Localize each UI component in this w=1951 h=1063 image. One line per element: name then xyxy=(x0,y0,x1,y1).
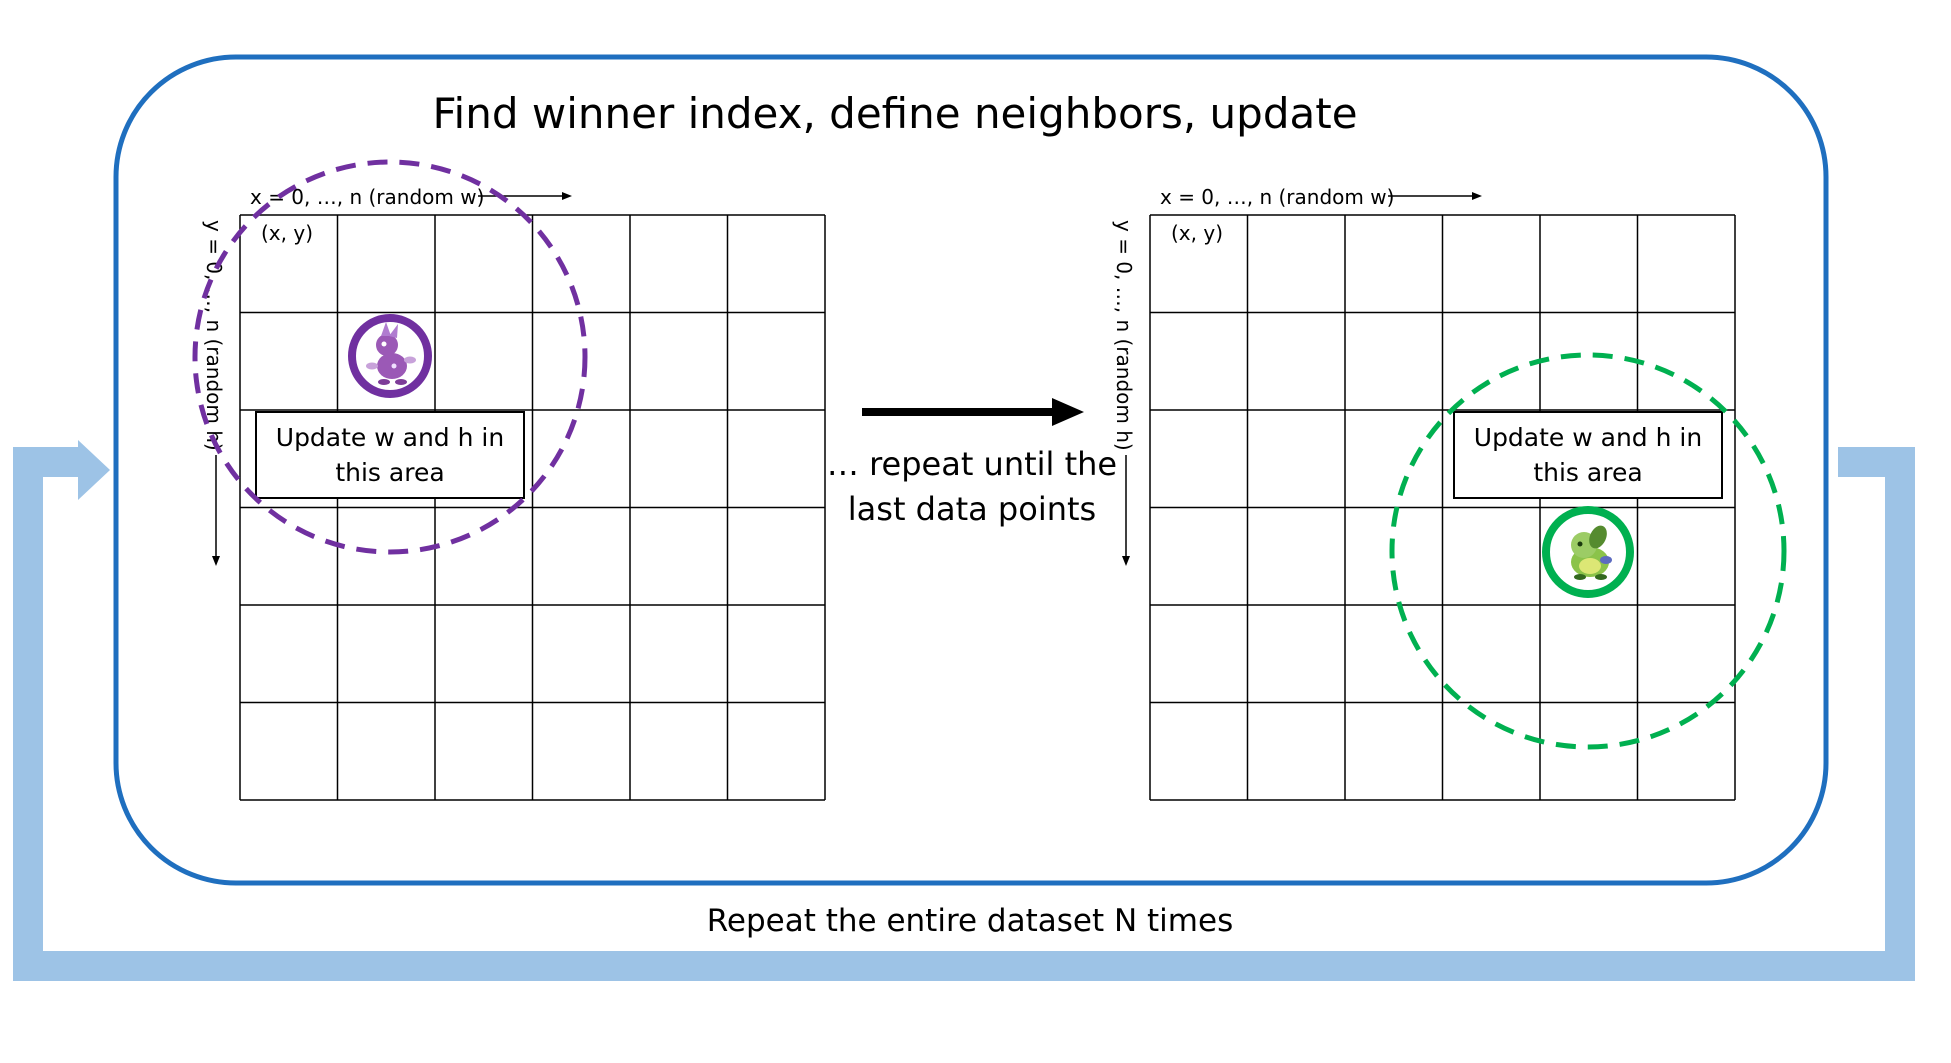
loop-arrow-head xyxy=(78,440,110,500)
grid-left-lines xyxy=(239,214,826,801)
green-pokemon-icon xyxy=(1542,506,1634,598)
grid-right-x-label: x = 0, …, n (random w) xyxy=(1160,185,1394,209)
loop-caption: Repeat the entire dataset N times xyxy=(707,903,1233,939)
grid-left: x = 0, …, n (random w) y = 0, …, n (rand… xyxy=(192,159,826,801)
step-caption-line-1: … repeat until the xyxy=(827,445,1117,483)
grid-left-update-box xyxy=(255,411,525,499)
grid-right-neighborhood-circle xyxy=(1389,352,1787,750)
purple-pokemon-icon xyxy=(348,314,432,398)
grid-right-update-line-1: Update w and h in xyxy=(1474,423,1702,452)
grid-right-x-arrow xyxy=(1388,192,1482,200)
grid-left-update-line-2: this area xyxy=(335,458,444,487)
grid-left-update-line-1: Update w and h in xyxy=(276,423,504,452)
grid-left-x-arrow xyxy=(478,192,572,200)
diagram-title: Find winner index, define neighbors, upd… xyxy=(432,89,1357,138)
grid-right-y-arrow xyxy=(1122,455,1130,566)
grid-left-neighborhood-circle xyxy=(192,159,588,555)
grid-right: x = 0, …, n (random w) y = 0, …, n (rand… xyxy=(1112,185,1787,801)
grid-right-update-box xyxy=(1453,411,1723,499)
step-caption-line-2: last data points xyxy=(848,490,1096,528)
grid-right-y-label: y = 0, …, n (random h) xyxy=(1112,220,1136,451)
process-frame xyxy=(113,54,1829,886)
grid-left-corner-label: (x, y) xyxy=(261,221,313,245)
grid-left-x-label: x = 0, …, n (random w) xyxy=(250,185,484,209)
grid-right-lines xyxy=(1149,214,1736,801)
step-arrow xyxy=(862,398,1084,426)
repeat-loop-arrow xyxy=(13,440,1915,981)
grid-right-corner-label: (x, y) xyxy=(1171,221,1223,245)
grid-right-update-line-2: this area xyxy=(1533,458,1642,487)
grid-left-y-arrow xyxy=(212,455,220,566)
